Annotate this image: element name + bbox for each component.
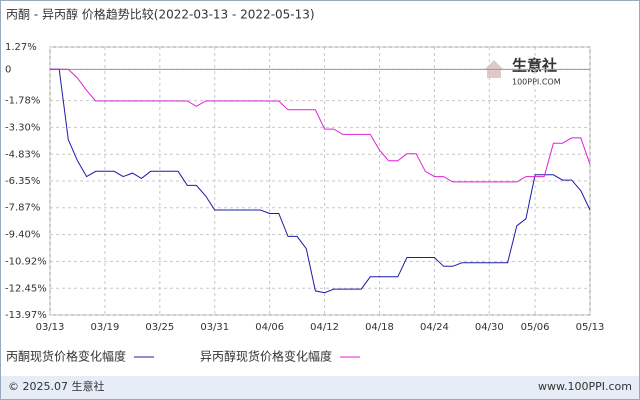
y-tick-label: -7.87% [5, 203, 40, 214]
y-tick-label: 1.27% [5, 42, 37, 53]
x-tick-label: 04/18 [365, 322, 394, 333]
series-line [50, 68, 591, 294]
legend-label: 异丙醇现货价格变化幅度 [200, 349, 332, 364]
x-tick-label: 03/19 [91, 322, 120, 333]
x-tick-label: 05/13 [576, 322, 605, 333]
footer-left: © 2025.07 生意社 [8, 379, 104, 393]
footer-right: www.100PPI.com [538, 380, 632, 393]
y-tick-label: -1.78% [5, 96, 40, 107]
watermark: 生意社 [512, 57, 557, 75]
legend-label: 丙酮现货价格变化幅度 [6, 349, 126, 364]
x-tick-label: 04/30 [475, 322, 504, 333]
x-tick-label: 04/06 [255, 322, 284, 333]
x-tick-label: 04/24 [420, 322, 449, 333]
x-tick-label: 03/31 [200, 322, 229, 333]
y-tick-label: -10.92% [5, 256, 47, 267]
y-tick-label: -6.35% [5, 176, 40, 187]
x-tick-label: 03/25 [145, 322, 174, 333]
y-tick-label: -3.30% [5, 122, 40, 133]
x-tick-label: 05/06 [521, 322, 550, 333]
y-tick-label: -9.40% [5, 230, 40, 241]
footer-band [1, 376, 639, 399]
watermark: 100PPI.COM [512, 78, 561, 87]
y-tick-label: -12.45% [5, 283, 47, 294]
series-line [50, 68, 591, 183]
y-tick-label: -13.97% [5, 310, 47, 321]
chart-title: 丙酮 - 异丙醇 价格趋势比较(2022-03-13 - 2022-05-13) [6, 7, 315, 22]
x-tick-label: 03/13 [36, 322, 65, 333]
y-tick-label: -4.83% [5, 149, 40, 160]
x-tick-label: 04/12 [310, 322, 339, 333]
y-tick-label: 0 [5, 64, 11, 75]
